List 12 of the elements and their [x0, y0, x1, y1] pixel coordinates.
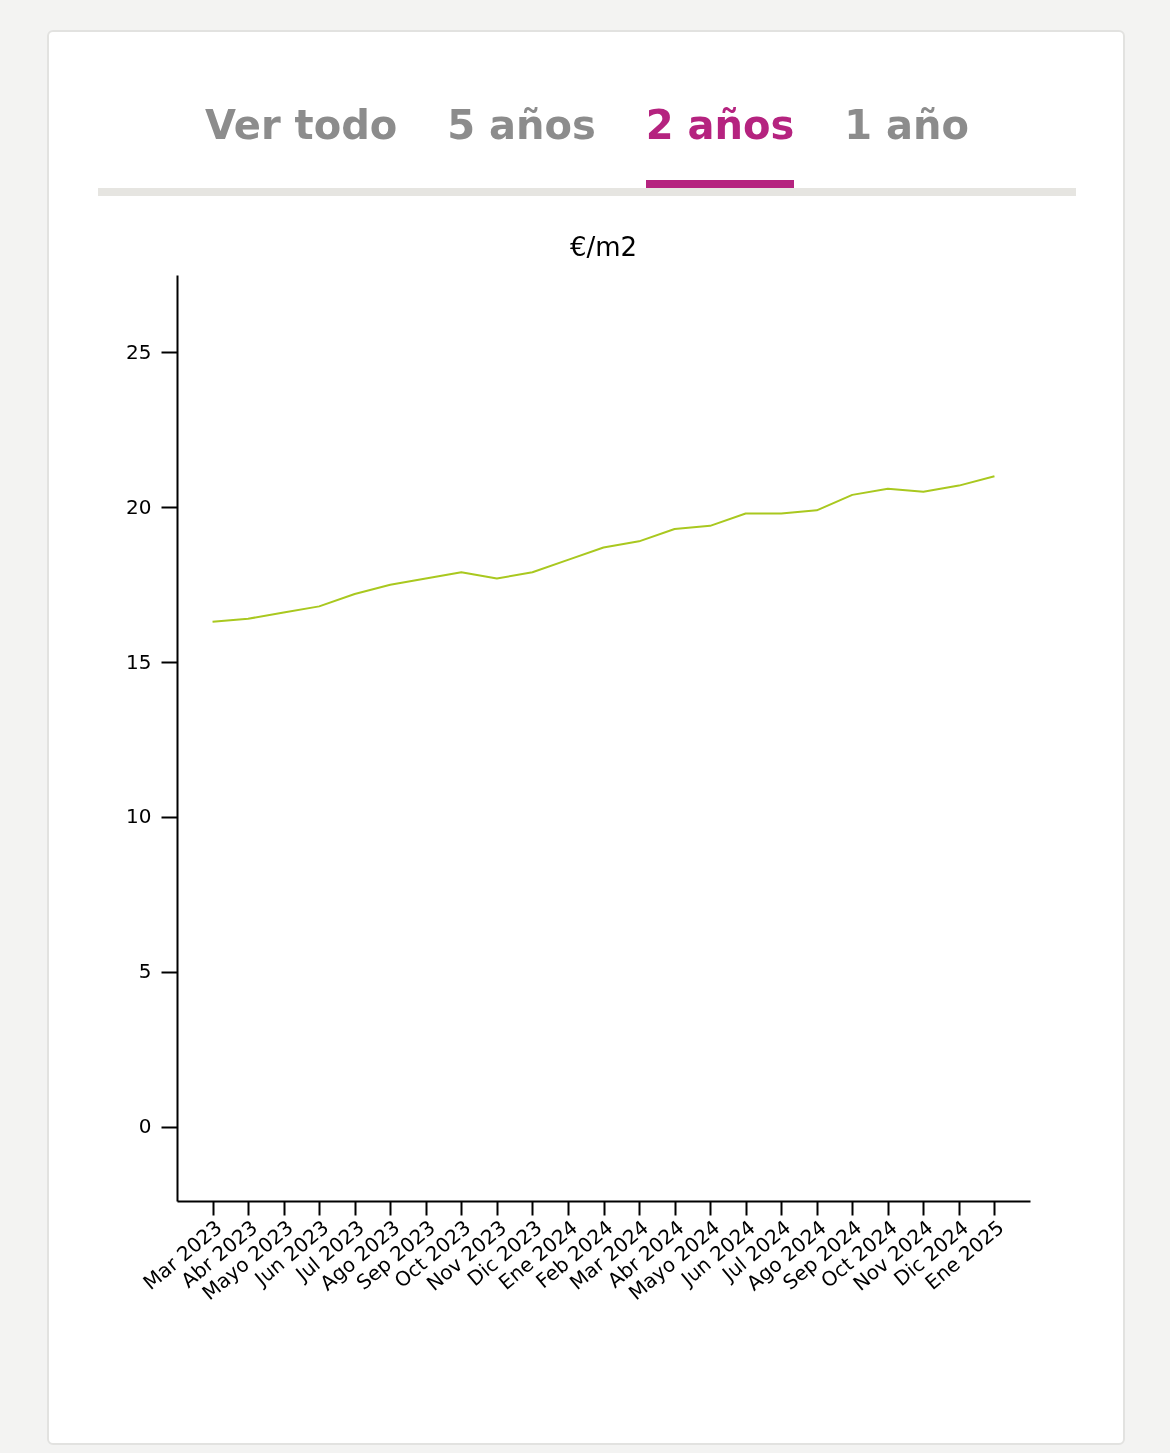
y-tick-label: 10 [126, 804, 152, 829]
y-tick-label: 0 [138, 1114, 152, 1139]
y-tick-label: 15 [126, 649, 152, 674]
text: 5 años [447, 102, 596, 150]
chart-title: €/m2 [569, 232, 638, 262]
text: 2 años [645, 102, 795, 188]
y-tick-label: 20 [126, 494, 152, 519]
text: 1 año [844, 102, 969, 150]
text: Ver todo [204, 102, 398, 150]
y-tick-label: 5 [138, 959, 152, 984]
y-tick-label: 25 [126, 339, 152, 364]
line-series [211, 475, 996, 623]
